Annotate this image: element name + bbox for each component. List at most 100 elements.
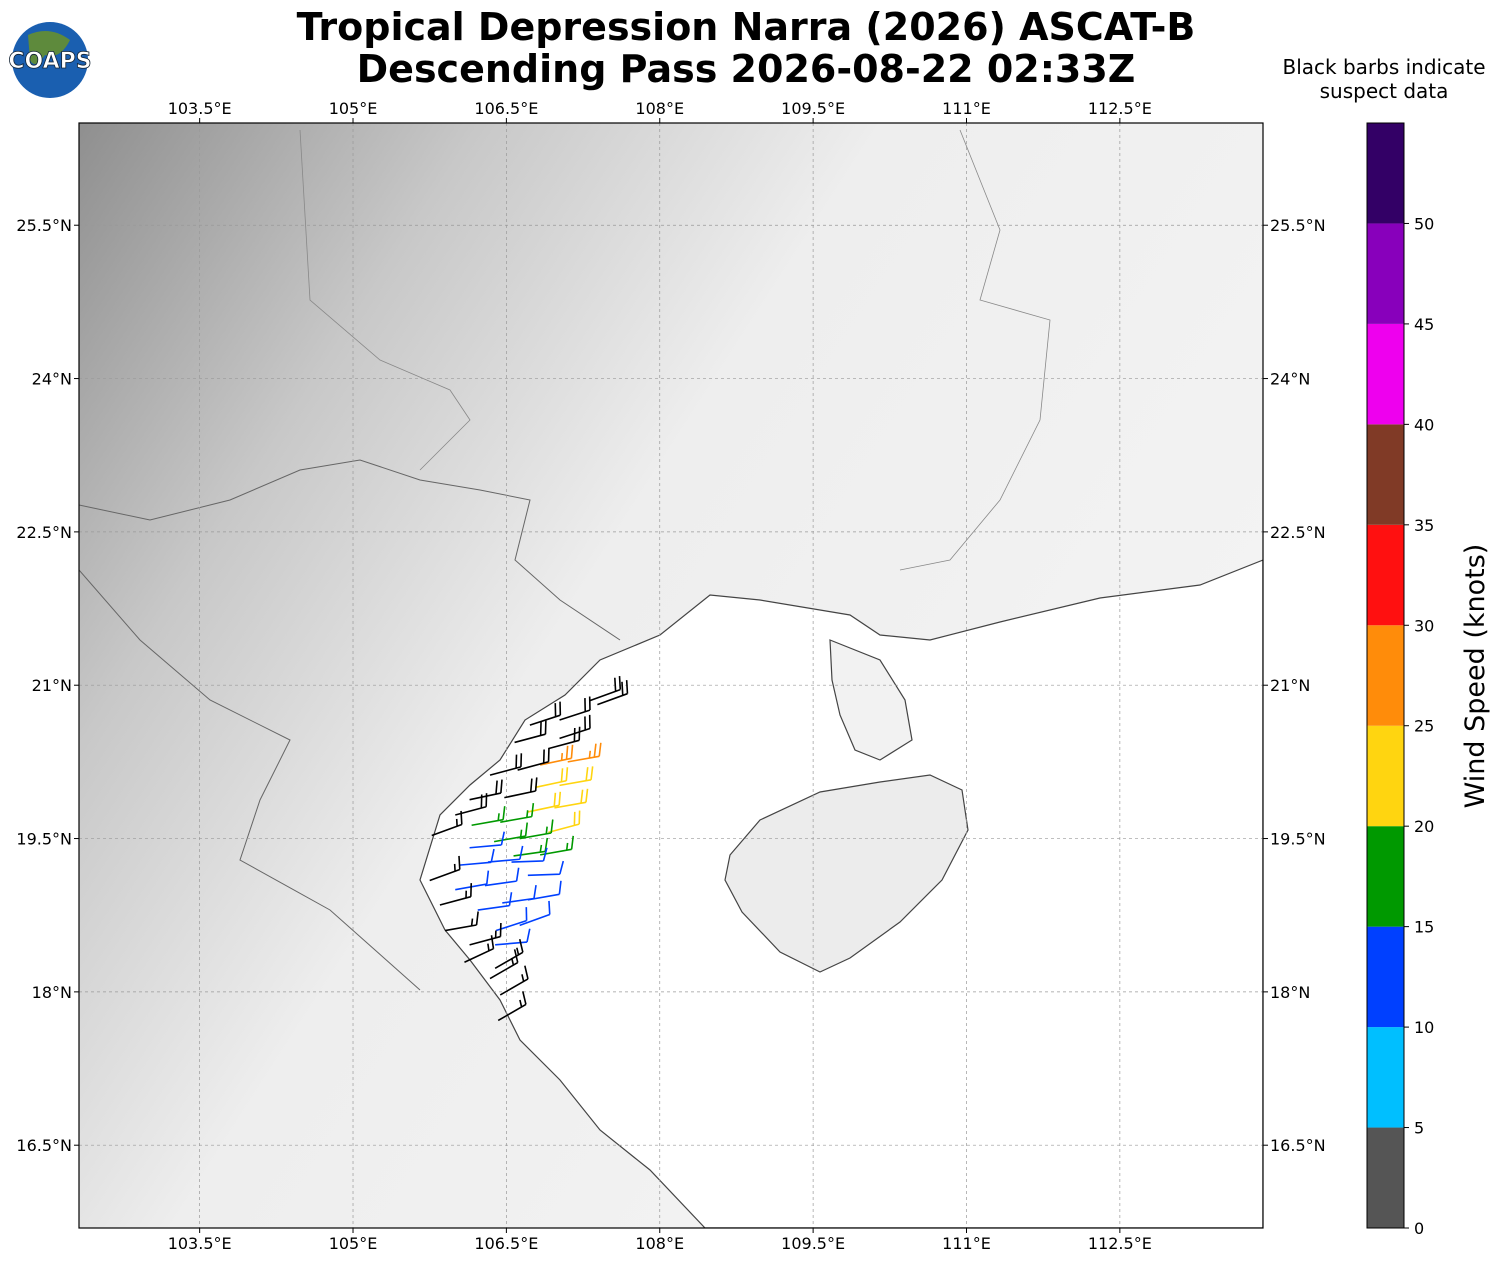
title-line: Descending Pass 2026-08-22 02:33Z xyxy=(357,47,1136,91)
colorbar-frame xyxy=(1366,122,1405,1229)
wind-barb xyxy=(494,938,524,970)
y-tick-label: 16.5°N xyxy=(16,1136,72,1155)
colorbar-swatch xyxy=(1367,625,1404,726)
wind-barb xyxy=(500,803,535,823)
wind-barb xyxy=(554,788,589,809)
island xyxy=(724,774,969,973)
wind-barb xyxy=(469,831,505,849)
colorbar-tick-label: 10 xyxy=(1414,1018,1434,1037)
colorbar-swatch xyxy=(1367,1027,1404,1128)
wind-barb xyxy=(527,860,565,877)
x-tick-label: 103.5°E xyxy=(168,1234,232,1253)
x-tick-label: 109.5°E xyxy=(781,1234,845,1253)
note-line: suspect data xyxy=(1320,79,1449,103)
border xyxy=(79,569,421,991)
wind-barb xyxy=(519,819,554,840)
wind-barb xyxy=(497,991,527,1022)
wind-barb xyxy=(471,806,506,827)
wind-barb xyxy=(499,965,529,996)
colorbar-swatch xyxy=(1367,424,1404,525)
wind-barb xyxy=(597,680,629,706)
colorbar-tick-label: 45 xyxy=(1414,315,1434,334)
x-tick-label: 106.5°E xyxy=(474,1234,538,1253)
colorbar: 0 5 10 15 20 25 30 35 40 45 50 xyxy=(1366,122,1434,1238)
x-tick-label: 105°E xyxy=(329,1234,378,1253)
y-tick-label: 22.5°N xyxy=(1270,523,1326,542)
colorbar-tick-label: 5 xyxy=(1414,1119,1424,1138)
map-frame xyxy=(78,122,1264,1229)
colorbar-tick-label: 25 xyxy=(1414,717,1434,736)
peninsula xyxy=(829,639,913,761)
colorbar-tick-label: 20 xyxy=(1414,817,1434,836)
colorbar-swatch xyxy=(1367,223,1404,324)
wind-barb xyxy=(548,810,581,834)
colorbar-swatch xyxy=(1367,725,1404,827)
title-line: Tropical Depression Narra (2026) ASCAT-B xyxy=(297,5,1196,49)
colorbar-swatch xyxy=(1367,1127,1404,1228)
y-tick-label: 21°N xyxy=(1270,676,1310,695)
colorbar-swatch xyxy=(1367,826,1404,927)
wind-barb xyxy=(513,837,549,857)
wind-barb xyxy=(495,928,531,946)
y-tick-label: 16.5°N xyxy=(1270,1136,1326,1155)
wind-barb xyxy=(527,880,562,901)
y-tick-label: 18°N xyxy=(1270,983,1310,1002)
wind-barb xyxy=(514,720,547,744)
wind-barb xyxy=(567,742,602,763)
logo: COAPS xyxy=(8,22,92,98)
y-tick-label: 24°N xyxy=(32,370,72,389)
y-tick-label: 18°N xyxy=(32,983,72,1002)
y-tick-label: 24°N xyxy=(1270,370,1310,389)
wind-barb xyxy=(469,779,503,801)
wind-barb xyxy=(493,822,529,843)
x-tick-label: 108°E xyxy=(635,99,684,118)
y-tick-label: 25.5°N xyxy=(1270,216,1326,235)
wind-barb xyxy=(477,892,513,911)
wind-barb xyxy=(529,701,562,726)
colorbar-label: Wind Speed (knots) xyxy=(1460,544,1491,809)
wind-barb xyxy=(489,949,519,980)
border xyxy=(299,129,471,471)
y-tick-label: 21°N xyxy=(32,676,72,695)
wind-barb xyxy=(559,696,591,721)
colorbar-swatch xyxy=(1367,123,1404,224)
logo-text: COAPS xyxy=(8,49,91,74)
border xyxy=(79,459,621,641)
y-tick-label: 25.5°N xyxy=(16,216,72,235)
colorbar-swatch xyxy=(1367,926,1404,1028)
wind-barb xyxy=(439,883,473,906)
x-tick-label: 103.5°E xyxy=(168,99,232,118)
wind-barb xyxy=(489,753,523,776)
wind-barb xyxy=(431,810,463,837)
x-tick-label: 112.5°E xyxy=(1088,1234,1152,1253)
x-tick-label: 111°E xyxy=(942,99,991,118)
wind-barb xyxy=(504,777,538,799)
colorbar-tick-label: 30 xyxy=(1414,616,1434,635)
colorbar-tick-label: 50 xyxy=(1414,214,1434,233)
x-tick-label: 108°E xyxy=(635,1234,684,1253)
wind-barb xyxy=(548,726,581,750)
wind-barb xyxy=(517,748,550,771)
wind-barb xyxy=(484,867,520,887)
map xyxy=(79,123,1263,1228)
colorbar-tick-label: 35 xyxy=(1414,516,1434,535)
wind-barb xyxy=(459,848,495,866)
wind-barb xyxy=(487,845,524,863)
wind-barb xyxy=(469,922,502,946)
colorbar-swatch xyxy=(1367,323,1404,425)
colorbar-tick-label: 40 xyxy=(1414,415,1434,434)
wind-barb xyxy=(464,935,495,963)
x-tick-label: 112.5°E xyxy=(1088,99,1152,118)
y-tick-label: 19.5°N xyxy=(16,830,72,849)
y-tick-label: 22.5°N xyxy=(16,523,72,542)
colorbar-swatch xyxy=(1367,524,1404,626)
logo-land xyxy=(28,31,70,64)
wind-barb xyxy=(589,676,622,702)
x-tick-label: 109.5°E xyxy=(781,99,845,118)
wind-barb xyxy=(519,900,551,927)
wind-barb xyxy=(539,744,574,766)
wind-barb xyxy=(534,767,569,789)
wind-barb xyxy=(429,855,461,882)
grid: 103.5°E 103.5°E 105°E 105°E 106.5°E 106.5°E 10… xyxy=(16,99,1325,1253)
